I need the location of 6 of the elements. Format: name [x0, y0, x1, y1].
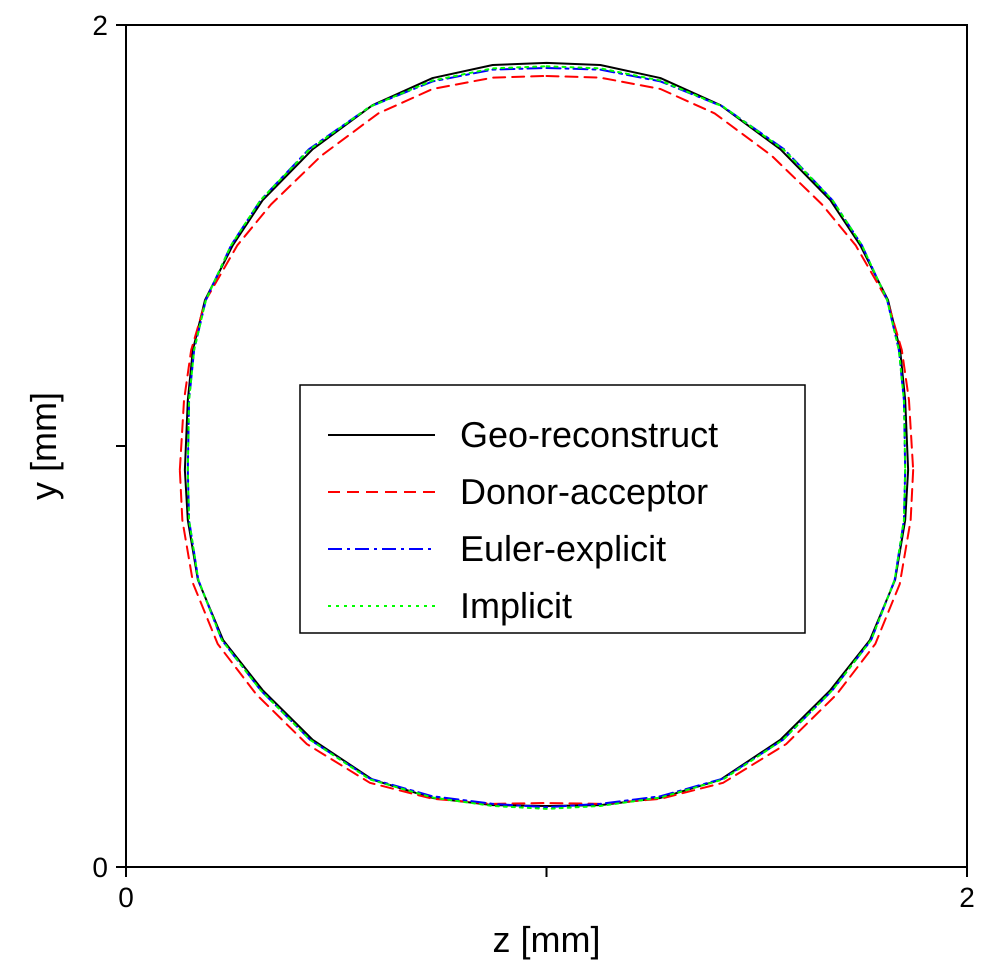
legend-label: Donor-acceptor: [460, 471, 708, 512]
x-axis-title: z [mm]: [492, 919, 600, 960]
y-axis-title: y [mm]: [23, 392, 64, 500]
legend-label: Geo-reconstruct: [460, 414, 718, 455]
legend-label: Implicit: [460, 585, 572, 626]
legend-label: Euler-explicit: [460, 528, 666, 569]
